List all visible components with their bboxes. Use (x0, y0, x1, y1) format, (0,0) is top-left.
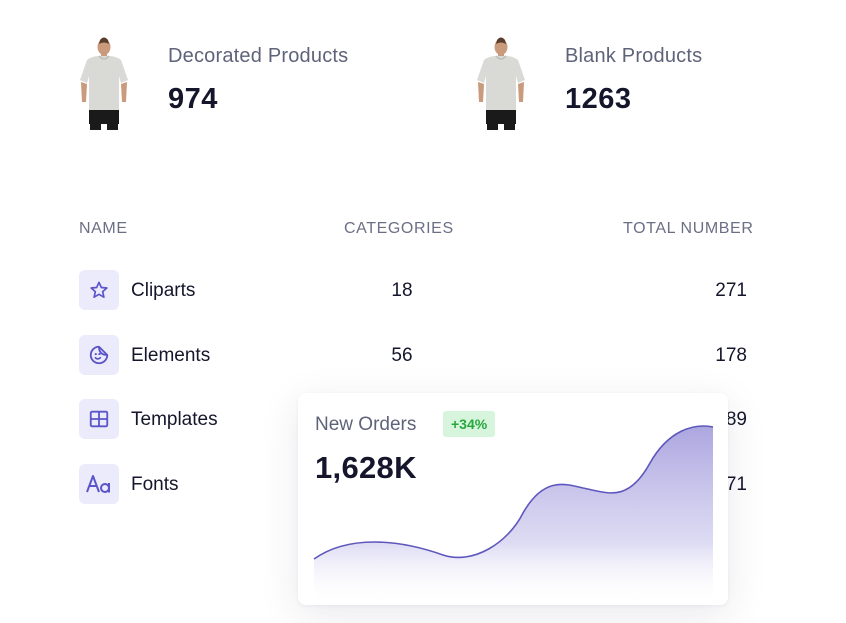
star-icon (90, 281, 108, 298)
row-name: Cliparts (131, 280, 196, 301)
row-name: Fonts (131, 474, 179, 495)
row-total: 178 (715, 345, 747, 366)
column-header-categories[interactable]: CATEGORIES (344, 220, 454, 237)
row-total: 89 (725, 409, 747, 430)
table-row-fonts[interactable]: Fonts 71 (79, 464, 779, 504)
row-icon-box (79, 399, 119, 439)
tshirt-icon (477, 37, 525, 130)
stat-blank-products: Blank Products 1263 (475, 36, 805, 136)
row-icon-box (79, 335, 119, 375)
row-icon-box (79, 464, 119, 504)
stat-value: 1263 (565, 83, 632, 115)
stat-value: 974 (168, 83, 218, 115)
sticker-icon (89, 345, 109, 365)
row-total: 71 (725, 474, 747, 495)
sparkline-line (313, 425, 714, 560)
growth-badge: +34% (443, 411, 496, 437)
table-row-elements[interactable]: Elements 56 178 (79, 335, 779, 375)
column-header-total[interactable]: TOTAL NUMBER (623, 220, 754, 237)
row-name: Elements (131, 345, 211, 366)
stat-label: Blank Products (565, 45, 703, 67)
row-name: Templates (131, 409, 218, 430)
table-row-cliparts[interactable]: Cliparts 18 271 (79, 270, 779, 310)
row-total: 271 (715, 280, 747, 301)
row-categories: 18 (391, 280, 413, 301)
row-categories: 56 (391, 345, 413, 366)
orders-value: 1,628K (315, 450, 417, 485)
row-icon-box (79, 270, 119, 310)
font-icon (86, 475, 110, 493)
sparkline-area (314, 426, 713, 605)
column-header-name[interactable]: NAME (79, 220, 128, 237)
tshirt-icon (80, 37, 128, 130)
new-orders-card[interactable]: New Orders +34% 1,628K (298, 393, 728, 605)
stat-decorated-products: Decorated Products 974 (78, 36, 408, 136)
orders-title: New Orders (315, 414, 417, 435)
orders-sparkline (313, 425, 714, 605)
table-row-templates[interactable]: Templates 89 (79, 399, 779, 439)
grid-icon (89, 410, 109, 428)
stat-label: Decorated Products (168, 45, 349, 67)
